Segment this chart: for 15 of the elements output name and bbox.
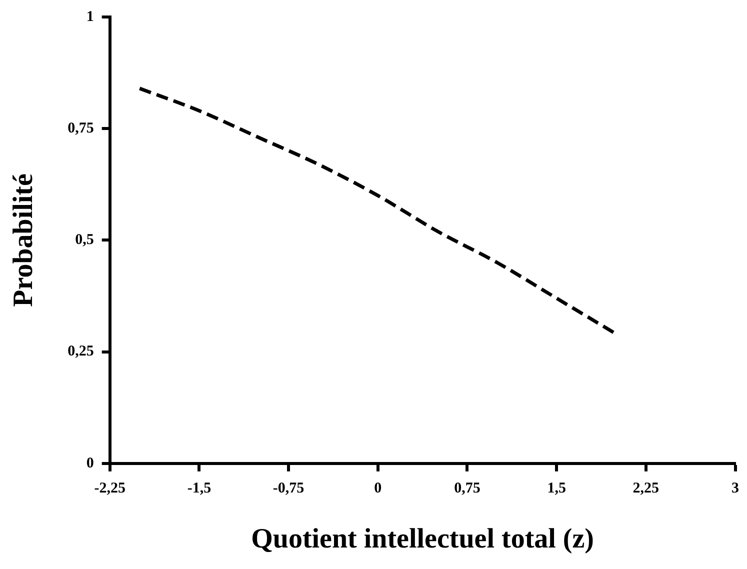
y-tick-label: 0,25 xyxy=(68,344,94,360)
x-tick-label: -0,75 xyxy=(272,480,304,496)
x-tick-label: 2,25 xyxy=(632,480,660,496)
y-axis-title: Probabilité xyxy=(8,174,40,307)
x-tick-label: 0,75 xyxy=(454,480,480,496)
x-tick-label: 1,5 xyxy=(547,480,566,496)
y-tick-label: 0 xyxy=(86,455,94,472)
x-tick-label: -1,5 xyxy=(187,480,212,496)
y-tick-label: 1 xyxy=(86,8,94,25)
x-tick-label: 3 xyxy=(732,480,739,496)
x-axis-title: Quotient intellectuel total (z) xyxy=(251,523,594,554)
y-tick-label: 0,75 xyxy=(68,120,94,136)
x-tick-label: 0 xyxy=(374,480,382,496)
x-tick-label: -2,25 xyxy=(94,480,126,496)
y-tick-label: 0,5 xyxy=(75,232,94,248)
